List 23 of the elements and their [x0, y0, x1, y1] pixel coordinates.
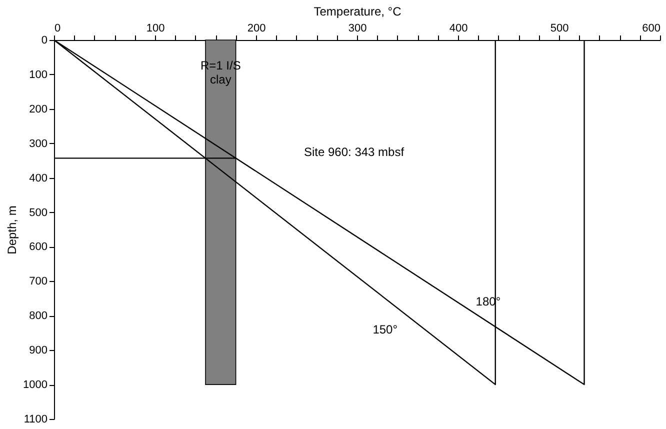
y-tick-label: 0: [41, 34, 48, 46]
y-tick-label: 400: [29, 172, 48, 184]
x-tick-label: 600: [642, 22, 660, 34]
x-tick-label: 100: [146, 22, 165, 34]
y-tick-label: 500: [29, 206, 48, 219]
x-tick-label: 0: [54, 22, 61, 34]
y-tick-label: 600: [29, 241, 48, 254]
y-tick-label: 1100: [24, 414, 48, 426]
y-tick-label: 1000: [23, 379, 48, 392]
y-tick-label: 700: [29, 276, 48, 288]
y-tick-label: 300: [29, 138, 48, 150]
y-tick-label: 100: [29, 68, 48, 81]
y-tick-label: 900: [29, 344, 48, 357]
x-tick-label: 400: [449, 22, 468, 34]
x-tick-label: 500: [550, 22, 569, 34]
x-axis-title: Temperature, °C: [314, 4, 402, 18]
y-axis-title: Depth, m: [5, 206, 20, 254]
series-label: 150°: [372, 322, 398, 337]
y-tick-label: 200: [29, 103, 48, 116]
y-tick-label: 800: [29, 310, 48, 322]
annotation: Site 960: 343 mbsf: [304, 145, 405, 159]
x-tick-label: 200: [247, 22, 266, 34]
x-tick-label: 300: [348, 22, 367, 34]
